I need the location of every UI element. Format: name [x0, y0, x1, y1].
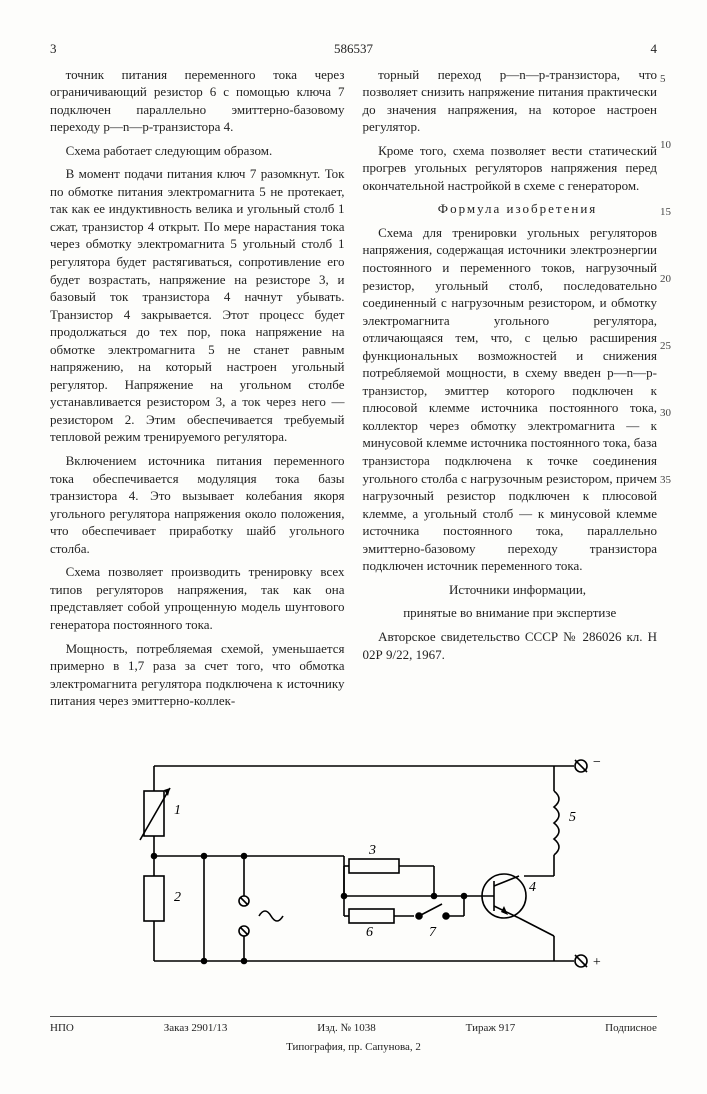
footer-typography: Типография, пр. Сапунова, 2: [50, 1040, 657, 1055]
line-num: 5: [660, 72, 671, 87]
line-num: 10: [660, 138, 671, 153]
footer-order: Заказ 2901/13: [164, 1021, 228, 1036]
left-column: точник питания переменного тока через ог…: [50, 66, 345, 716]
terminal-minus: −: [592, 755, 601, 770]
line-num: 20: [660, 272, 671, 287]
para: Включением источника питания переменного…: [50, 452, 345, 557]
para: Схема для тренировки угольных регуляторо…: [363, 224, 658, 575]
sources-sub: принятые во внимание при экспертизе: [363, 604, 658, 622]
formula-title: Формула изобретения: [363, 200, 658, 218]
para: точник питания переменного тока через ог…: [50, 66, 345, 136]
circuit-diagram: 5 4 − + 3 6: [50, 736, 657, 996]
label-4: 4: [529, 880, 536, 895]
sources-title: Источники информации,: [363, 581, 658, 599]
right-column: 5 10 15 20 25 30 35 торный переход p—n—p…: [363, 66, 658, 716]
para: Мощность, потребляемая схемой, уменьшает…: [50, 640, 345, 710]
footer-podpisnoe: Подписное: [605, 1021, 657, 1036]
page-left: 3: [50, 40, 57, 58]
label-7: 7: [429, 925, 437, 940]
terminal-plus: +: [592, 955, 601, 970]
para: Авторское свидетельство СССР № 286026 кл…: [363, 628, 658, 663]
line-num: 35: [660, 473, 671, 488]
footer-npo: НПО: [50, 1021, 74, 1036]
label-1: 1: [174, 803, 181, 818]
para: В момент подачи питания ключ 7 разомкнут…: [50, 165, 345, 446]
para: Схема позволяет производить тренировку в…: [50, 563, 345, 633]
circuit-svg: 5 4 − + 3 6: [94, 736, 614, 996]
label-2: 2: [174, 890, 181, 905]
footer-tirazh: Тираж 917: [466, 1021, 516, 1036]
footer-izd: Изд. № 1038: [317, 1021, 375, 1036]
patent-number: 586537: [334, 40, 373, 58]
line-num: 25: [660, 339, 671, 354]
para: Кроме того, схема позволяет вести статич…: [363, 142, 658, 195]
para: торный переход p—n—p-транзистора, что по…: [363, 66, 658, 136]
text-columns: точник питания переменного тока через ог…: [50, 66, 657, 716]
label-3: 3: [368, 843, 376, 858]
footer-line: НПО Заказ 2901/13 Изд. № 1038 Тираж 917 …: [50, 1016, 657, 1036]
header-row: 3 586537 4: [50, 40, 657, 58]
label-6: 6: [366, 925, 373, 940]
line-num: 15: [660, 205, 671, 220]
label-5: 5: [569, 810, 576, 825]
line-markers: 5 10 15 20 25 30 35: [660, 66, 671, 488]
para: Схема работает следующим образом.: [50, 142, 345, 160]
line-num: 30: [660, 406, 671, 421]
page-right: 4: [651, 40, 658, 58]
